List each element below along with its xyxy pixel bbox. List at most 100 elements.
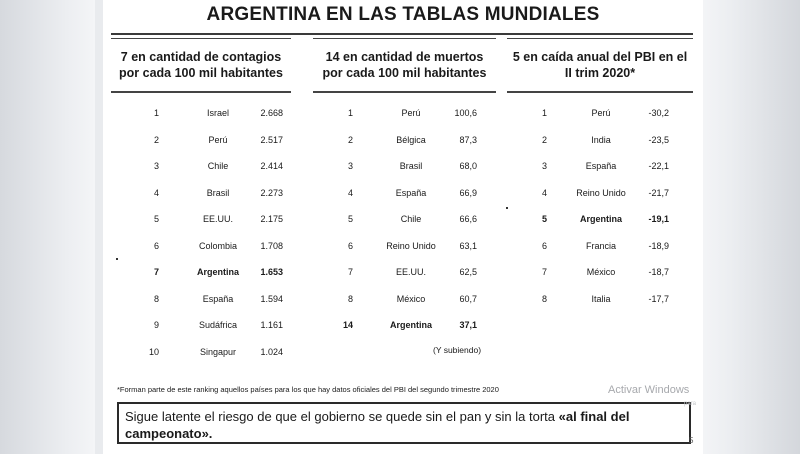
table-row: 9 Sudáfrica 1.161 xyxy=(111,320,291,334)
rank-cell: 2 xyxy=(541,134,547,145)
value-cell: 87,3 xyxy=(459,134,477,145)
table-row: 1 Perú -30,2 xyxy=(507,108,693,122)
rank-cell: 14 xyxy=(342,320,353,330)
rank-cell: 6 xyxy=(153,240,159,251)
country-cell: Argentina xyxy=(389,320,432,330)
rank-cell: 10 xyxy=(148,346,159,357)
value-cell: 100,6 xyxy=(454,108,477,118)
rank-cell: 7 xyxy=(153,267,159,277)
rank-cell: 1 xyxy=(153,108,159,118)
table-row: 5 Argentina -19,1 xyxy=(507,214,693,228)
table-header: 14 en cantidad de muertos por cada 100 m… xyxy=(313,38,496,93)
table-row: 6 Reino Unido 63,1 xyxy=(313,241,496,255)
country-cell: España xyxy=(395,187,427,198)
country-cell: Bélgica xyxy=(396,134,426,145)
rank-cell: 4 xyxy=(541,187,547,198)
value-cell: -18,9 xyxy=(648,240,669,251)
rank-cell: 6 xyxy=(347,240,353,251)
subiendo-note: (Y subiendo) xyxy=(433,345,482,355)
rank-cell: 1 xyxy=(347,108,353,118)
table-row: 1 Perú 100,6 xyxy=(313,108,496,122)
rank-cell: 5 xyxy=(347,214,353,224)
country-cell: Singapur xyxy=(199,346,237,357)
country-cell: España xyxy=(202,293,234,304)
rank-cell: 8 xyxy=(347,293,353,304)
value-cell: 1.161 xyxy=(260,320,283,330)
table-row: 2 Perú 2.517 xyxy=(111,135,291,149)
country-cell: Chile xyxy=(400,214,422,224)
table-row: 8 Italia -17,7 xyxy=(507,294,693,308)
callout-box: Sigue latente el riesgo de que el gobier… xyxy=(117,402,691,444)
callout-bold: «al final del campeonato». xyxy=(125,409,630,441)
value-cell: 2.273 xyxy=(260,187,283,198)
country-cell: Brasil xyxy=(399,161,423,171)
rank-cell: 3 xyxy=(541,161,547,171)
table-row: 6 Francia -18,9 xyxy=(507,241,693,255)
rank-cell: 3 xyxy=(153,161,159,171)
table-row: 4 Reino Unido -21,7 xyxy=(507,188,693,202)
value-cell: -21,7 xyxy=(648,187,669,198)
country-cell: España xyxy=(585,161,617,171)
rank-cell: 1 xyxy=(541,108,547,118)
value-cell: 2.414 xyxy=(260,161,283,171)
table-header: 5 en caída anual del PBI en el II trim 2… xyxy=(507,38,693,93)
country-cell: Israel xyxy=(206,108,229,118)
value-cell: -19,1 xyxy=(648,214,669,224)
rank-cell: 8 xyxy=(153,293,159,304)
value-cell: -22,1 xyxy=(648,161,669,171)
title-underline xyxy=(111,33,693,35)
table-row: 7 México -18,7 xyxy=(507,267,693,281)
value-cell: 1.594 xyxy=(260,293,283,304)
rank-cell: 2 xyxy=(347,134,353,145)
value-cell: -17,7 xyxy=(648,293,669,304)
slide: ARGENTINA EN LAS TABLAS MUNDIALES 7 en c… xyxy=(103,0,703,454)
country-cell: Sudáfrica xyxy=(198,320,238,330)
country-cell: EE.UU. xyxy=(202,214,233,224)
table-header: 7 en cantidad de contagios por cada 100 … xyxy=(111,38,291,93)
country-cell: Perú xyxy=(401,108,421,118)
value-cell: 2.517 xyxy=(260,134,283,145)
background-left xyxy=(0,0,95,454)
rank-cell: 5 xyxy=(153,214,159,224)
activation-watermark: Activar Windows xyxy=(608,384,690,396)
slide-title: ARGENTINA EN LAS TABLAS MUNDIALES xyxy=(206,4,600,25)
table-header-text: 14 en cantidad de muertos por cada 100 m… xyxy=(322,50,487,80)
table-row: 2 India -23,5 xyxy=(507,135,693,149)
table-row: 2 Bélgica 87,3 xyxy=(313,135,496,149)
value-cell: -18,7 xyxy=(648,267,669,277)
table-row: 3 Chile 2.414 xyxy=(111,161,291,175)
table-header-text: 5 en caída anual del PBI en el II trim 2… xyxy=(512,50,688,80)
country-cell: Chile xyxy=(207,161,229,171)
value-cell: 2.175 xyxy=(260,214,283,224)
table-row: 8 México 60,7 xyxy=(313,294,496,308)
rank-cell: 7 xyxy=(541,267,547,277)
value-cell: 63,1 xyxy=(459,240,477,251)
rank-cell: 4 xyxy=(347,187,353,198)
table-row: 1 Israel 2.668 xyxy=(111,108,291,122)
value-cell: 1.024 xyxy=(260,346,283,357)
activation-watermark-sub: para xyxy=(684,401,697,407)
value-cell: -23,5 xyxy=(648,134,669,145)
rank-cell: 5 xyxy=(541,214,547,224)
table-row: 7 EE.UU. 62,5 xyxy=(313,267,496,281)
table-row: 8 España 1.594 xyxy=(111,294,291,308)
country-cell: Argentina xyxy=(579,214,622,224)
rank-cell: 7 xyxy=(347,267,353,277)
country-cell: Perú xyxy=(591,108,611,118)
rank-cell: 9 xyxy=(153,320,159,330)
slide-number: 5 xyxy=(689,436,694,445)
table-header-text: 7 en cantidad de contagios por cada 100 … xyxy=(119,50,283,80)
country-cell: Reino Unido xyxy=(386,240,436,251)
table-row: 14 Argentina 37,1 xyxy=(313,320,496,334)
rank-cell: 6 xyxy=(541,240,547,251)
value-cell: 1.653 xyxy=(260,267,283,277)
stray-dot xyxy=(506,207,508,209)
background-right xyxy=(700,0,800,454)
table-row: 7 Argentina 1.653 xyxy=(111,267,291,281)
table-row: 6 Colombia 1.708 xyxy=(111,241,291,255)
callout-text: Sigue latente el riesgo de que el gobier… xyxy=(125,409,559,424)
table-row: 5 Chile 66,6 xyxy=(313,214,496,228)
value-cell: 66,9 xyxy=(459,187,477,198)
value-cell: 37,1 xyxy=(459,320,477,330)
value-cell: 2.668 xyxy=(260,108,283,118)
